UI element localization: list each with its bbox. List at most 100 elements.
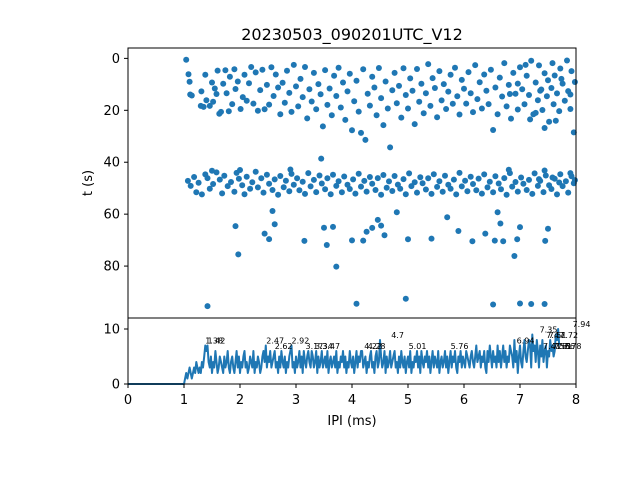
scatter-point: [362, 136, 369, 143]
scatter-point: [517, 224, 523, 231]
scatter-point: [355, 170, 362, 177]
peak-label: 7.47: [546, 331, 564, 340]
peak-label: 4.22: [364, 342, 382, 351]
scatter-point: [393, 209, 400, 216]
scatter-point: [478, 105, 485, 112]
peak-label: 7.78: [564, 342, 582, 351]
scatter-point: [316, 172, 323, 179]
scatter-point: [248, 64, 255, 70]
scatter-point: [333, 182, 340, 189]
scatter-point: [358, 183, 364, 190]
scatter-point: [184, 177, 191, 184]
scatter-point: [187, 182, 194, 189]
scatter-point: [467, 90, 474, 97]
scatter-point: [510, 69, 517, 76]
peak-label: 7.51: [549, 331, 567, 340]
top-y-axis-label: t (s): [81, 170, 96, 196]
scatter-point: [554, 191, 560, 198]
scatter-point: [558, 75, 565, 82]
scatter-point: [389, 188, 396, 194]
scatter-point: [495, 180, 502, 187]
scatter-point: [522, 61, 529, 68]
top-y-ticks: 0 20 40 60 80: [103, 52, 128, 275]
scatter-point: [360, 66, 367, 73]
scatter-point: [295, 103, 302, 110]
scatter-point: [250, 100, 257, 107]
scatter-point: [393, 100, 400, 107]
scatter-point: [501, 175, 508, 182]
scatter-point: [534, 182, 541, 189]
scatter-point: [391, 173, 398, 179]
scatter-point: [243, 97, 250, 104]
scatter-point: [353, 300, 360, 307]
scatter-point: [378, 95, 385, 102]
x-tick-label: 6: [460, 393, 468, 408]
scatter-point: [528, 301, 535, 307]
scatter-point: [237, 167, 243, 173]
scatter-point: [398, 114, 405, 121]
scatter-point: [222, 67, 229, 74]
scatter-point: [219, 190, 226, 197]
scatter-point: [501, 60, 508, 67]
scatter-point: [271, 176, 278, 183]
scatter-point: [341, 173, 348, 180]
scatter-point: [528, 57, 535, 64]
scatter-point: [476, 79, 483, 86]
scatter-point: [241, 191, 248, 198]
y-tick-label: 0: [112, 378, 120, 393]
scatter-point: [552, 117, 559, 124]
scatter-point: [422, 90, 429, 97]
scatter-point: [220, 80, 227, 87]
scatter-point: [443, 106, 450, 112]
scatter-point: [290, 61, 297, 68]
scatter-point: [570, 129, 577, 136]
scatter-point: [213, 91, 220, 97]
scatter-point: [342, 116, 349, 123]
scatter-point: [378, 222, 385, 229]
scatter-point: [467, 173, 474, 180]
scatter-point: [310, 176, 317, 183]
scatter-point: [346, 186, 353, 192]
scatter-point: [299, 94, 306, 101]
scatter-point: [326, 85, 333, 92]
scatter-point: [268, 64, 275, 71]
scatter-point: [475, 175, 482, 182]
scatter-point: [383, 184, 390, 191]
scatter-point: [358, 129, 364, 136]
scatter-point: [402, 295, 409, 302]
scatter-point: [369, 224, 376, 231]
scatter-point: [549, 174, 556, 181]
peak-label: 7.61: [554, 342, 572, 351]
scatter-point: [232, 223, 239, 230]
scatter-point: [505, 81, 512, 88]
scatter-point: [290, 181, 297, 188]
scatter-point: [344, 88, 351, 95]
scatter-point: [486, 178, 493, 185]
peak-label: 1.42: [208, 337, 226, 346]
scatter-point: [526, 176, 532, 183]
scatter-point: [519, 86, 526, 93]
peak-label: 6.94: [517, 337, 535, 346]
scatter-point: [414, 66, 420, 72]
scatter-point: [470, 109, 476, 116]
scatter-point: [282, 177, 289, 184]
scatter-point: [270, 93, 277, 99]
peak-label: 2.92: [292, 337, 310, 346]
scatter-point: [434, 183, 441, 190]
scatter-point: [463, 100, 470, 107]
scatter-point: [529, 190, 536, 197]
scatter-point: [293, 83, 299, 90]
scatter-point: [319, 123, 326, 130]
scatter-point: [304, 115, 311, 122]
scatter-point: [551, 72, 558, 79]
scatter-point: [360, 237, 367, 244]
y-tick-label: 80: [103, 260, 120, 275]
scatter-point: [429, 75, 436, 82]
scatter-point: [409, 87, 416, 94]
scatter-point: [531, 170, 538, 177]
scatter-point: [411, 121, 418, 128]
peak-label: 7.35: [540, 326, 558, 335]
scatter-point: [353, 77, 360, 84]
scatter-point: [414, 189, 420, 196]
scatter-point: [277, 111, 284, 118]
